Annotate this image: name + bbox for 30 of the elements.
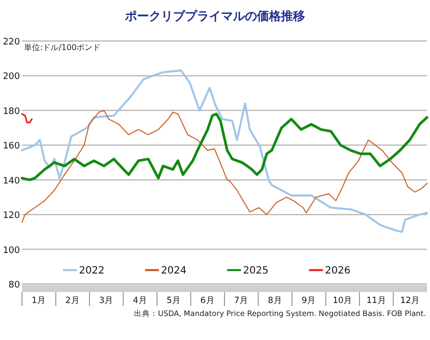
x-tick-label: 1月 [32,296,46,306]
x-tick-label: 9月 [302,296,316,306]
x-tick-label: 3月 [99,296,114,306]
y-tick-label: 80 [8,280,20,290]
legend-label: 2022 [79,266,104,277]
line-series [21,70,428,233]
x-tick-label: 10月 [332,296,353,306]
line-series [22,110,428,223]
chart-title: ポークリブプライマルの価格推移 [124,9,305,23]
y-tick-label: 120 [2,211,20,222]
y-tick-label: 160 [2,142,20,152]
y-tick-label: 200 [2,72,20,82]
x-tick-label: 6月 [200,296,215,306]
x-tick-label: 5月 [166,296,182,306]
y-tick-label: 180 [2,106,20,117]
y-tick-label: 220 [2,38,20,48]
y-axis-title: 単位:ドル/100ポンド [24,43,101,52]
legend-label: 2025 [243,266,268,277]
line-series [20,112,428,182]
line-series [21,113,33,124]
y-tick-label: 100 [2,246,20,256]
x-tick-label: 8月 [268,296,282,306]
x-tick-label: 2月 [65,296,80,306]
x-tick-label: 7月 [234,296,249,306]
legend-label: 2024 [161,266,186,277]
y-tick-label: 140 [2,176,20,186]
x-tick-label: 12月 [400,296,420,306]
legend-label: 2026 [325,266,350,277]
x-tick-label: 11月 [366,296,386,306]
x-tick-label: 4月 [132,296,148,306]
